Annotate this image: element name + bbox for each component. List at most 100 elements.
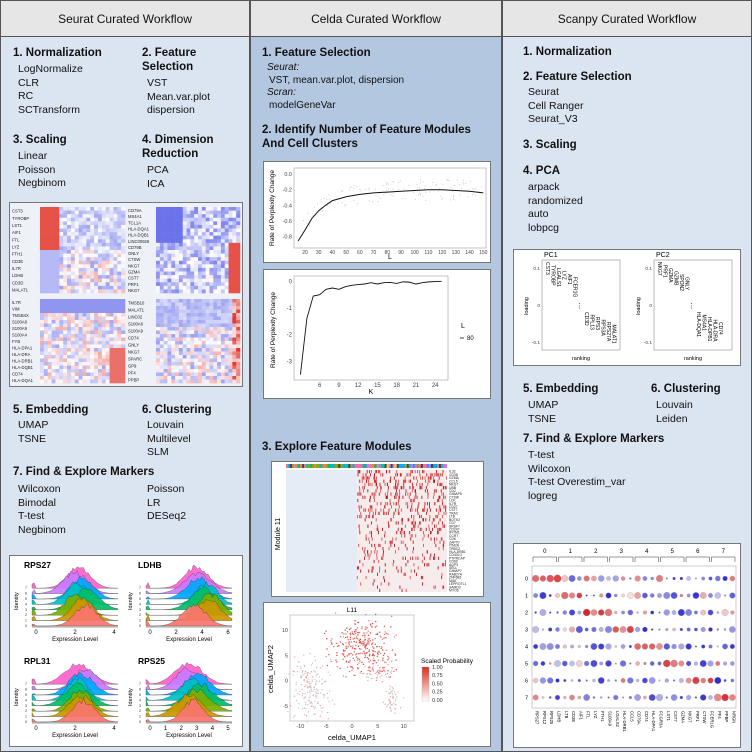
expression-tick [372,582,374,586]
perplexity-point [326,198,328,200]
heatmap-cell [209,355,214,359]
heatmap-cell [67,306,72,310]
heatmap-cell [90,348,95,352]
expression-tick [359,470,361,474]
expression-tick [413,563,415,567]
expression-tick [432,473,434,477]
heatmap-cell [236,260,241,265]
heatmap-cell [205,246,210,251]
perplexity-point [450,187,452,189]
heatmap-cell [163,235,168,240]
expression-tick [380,473,382,477]
heatmap-cell [205,355,210,359]
cell-point [333,646,335,648]
expression-dot [665,627,669,632]
heatmap-cell [97,260,103,265]
heatmap-cell [178,344,184,349]
heatmap-cell [201,316,206,321]
heatmap-cell [167,271,172,276]
heatmap-cell [117,379,122,384]
heatmap-cell [63,246,68,251]
cell-point [295,684,297,686]
expression-tick [415,572,417,576]
heatmap-cell [228,260,233,265]
heatmap-cell [55,264,60,269]
heatmap-cell [217,313,222,317]
heatmap-cell [63,275,68,279]
expression-tick [376,550,378,554]
expression-tick [442,521,444,525]
heatmap-cell [159,224,164,229]
expression-tick [423,508,425,512]
expression-tick [438,547,440,551]
perplexity-point [324,197,326,199]
heatmap-cell [47,242,52,247]
heatmap-cell [163,278,168,283]
heatmap-cell [178,257,184,262]
cluster-bar-cell [440,464,444,468]
heatmap-cell [194,376,199,380]
heatmap-cell [220,316,226,321]
expression-dot [642,626,648,633]
cell-point [369,623,372,625]
cell-point [342,675,345,677]
heatmap-cell [55,351,60,356]
heatmap-cell [70,372,76,377]
heatmap-cell [209,275,214,279]
expression-dot [677,609,685,616]
cell-point [352,657,354,659]
heatmap-cell [186,207,191,211]
heatmap-cell [213,224,218,229]
perplexity-point [368,187,370,189]
cell-point [366,632,368,634]
heatmap-cell [209,224,214,229]
heatmap-cell [121,207,126,211]
expression-dot [641,643,649,650]
heatmap-cell [198,337,203,342]
expression-tick [393,559,395,564]
heatmap-cell [51,372,56,377]
perplexity-point [345,204,347,206]
gene-label: TMSB4X [12,313,29,318]
heatmap-cell [159,264,164,269]
heatmap-cell [175,264,180,269]
heatmap-cell [94,242,99,247]
expression-tick [420,486,422,490]
heatmap-cell [105,221,110,226]
cell-point [310,670,313,673]
expression-tick [429,518,430,522]
heatmap-cell [175,379,180,384]
ridge-xtick: 2 [73,630,77,636]
heatmap-cell [190,224,195,229]
ytick: -5 [283,704,288,710]
xtick: 120 [438,250,447,256]
heatmap-cell [40,246,45,251]
heatmap-cell [217,239,222,244]
heatmap-cell [167,239,172,244]
expression-dot [700,609,707,616]
heatmap-cell [220,306,226,310]
heatmap-cell [97,285,103,290]
cell-point [307,681,309,683]
cell-point [374,672,377,675]
heatmap-cell [159,275,164,279]
seurat-heatmap-panel: CST3 TYROBP LST1 AIF1 FTL LYZ FTH1 CD3E IL7R LDHB… [9,202,243,387]
heatmap-cell [47,334,52,338]
heatmap-cell [163,242,168,247]
expression-dot [665,577,668,580]
expression-tick [378,543,380,548]
heatmap-cell [43,365,49,370]
expression-tick [429,479,431,483]
heatmap-cell [205,358,210,363]
heatmap-cell [224,344,229,349]
cell-point [369,632,372,634]
heatmap-cell [194,267,199,272]
heatmap-cell [86,376,91,380]
heatmap-cell [59,323,64,328]
expression-tick [377,511,379,515]
cluster-bar-cell [402,464,405,468]
cell-point [358,658,360,660]
heatmap-cell [121,306,126,310]
perplexity-point [450,199,452,201]
heatmap-cell [51,221,56,226]
